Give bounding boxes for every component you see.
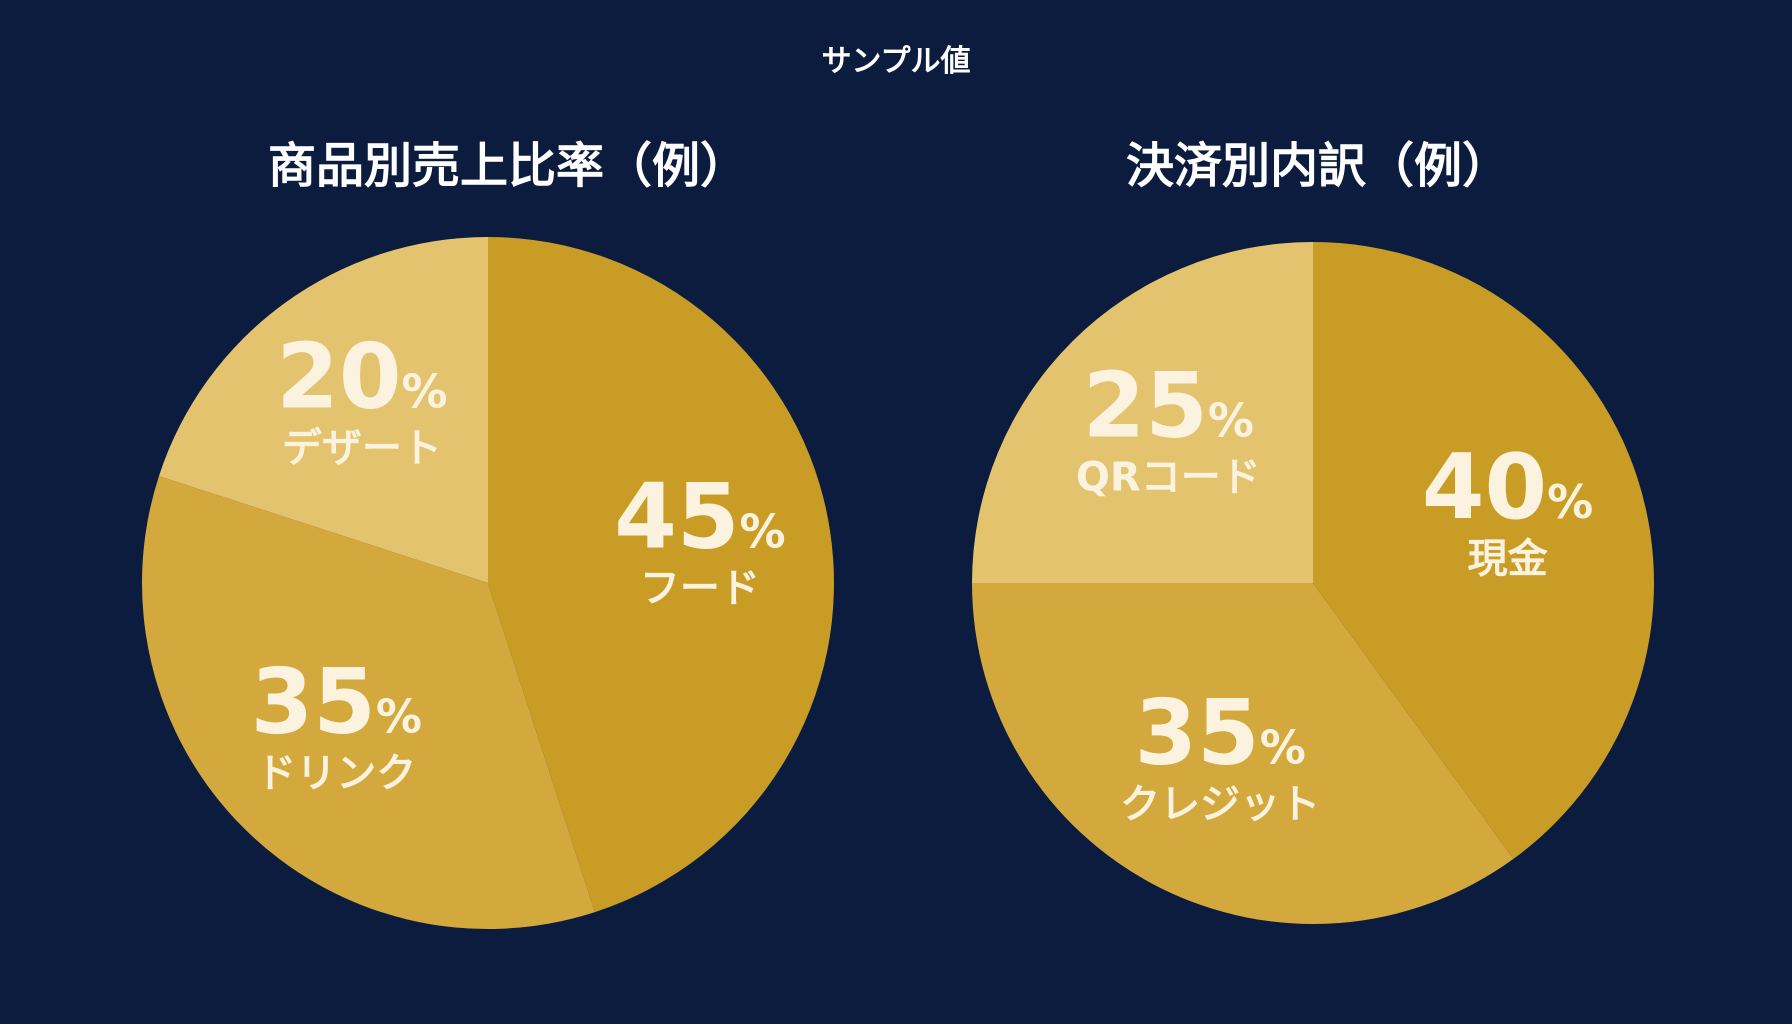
slice-value-label-product-1: 35% bbox=[251, 650, 422, 755]
chart-title-product-sales: 商品別売上比率（例） bbox=[268, 138, 748, 194]
slice-value-label-payment-1: 35% bbox=[1134, 680, 1305, 785]
pie-slice-payment-0 bbox=[1313, 242, 1655, 859]
pie-slice-payment-2 bbox=[972, 242, 1313, 583]
slice-category-label-payment-2: QRコード bbox=[1076, 454, 1261, 500]
slice-value-label-payment-0: 40% bbox=[1422, 435, 1593, 540]
pie-slice-product-0 bbox=[488, 237, 834, 913]
pie-slice-product-2 bbox=[158, 237, 488, 583]
slice-category-label-payment-0: 現金 bbox=[1468, 536, 1549, 582]
pie-slice-payment-1 bbox=[972, 583, 1514, 925]
payment-breakdown-pie-chart: 決済別内訳（例） 40%現金 35%クレジット 25%QRコード bbox=[972, 138, 1655, 925]
chart-title-payment-breakdown: 決済別内訳（例） bbox=[1126, 138, 1510, 194]
slice-category-label-product-2: デザート bbox=[282, 425, 442, 471]
slice-category-label-product-0: フード bbox=[640, 565, 760, 611]
slice-value-label-product-2: 20% bbox=[276, 324, 447, 429]
slice-category-label-payment-1: クレジット bbox=[1120, 781, 1320, 827]
product-sales-pie-chart: 商品別売上比率（例） 45%フード 35%ドリンク 20%デザート bbox=[141, 138, 834, 929]
slice-value-label-payment-2: 25% bbox=[1083, 353, 1254, 458]
sample-values-label: サンプル値 bbox=[821, 44, 971, 79]
slice-value-label-product-0: 45% bbox=[614, 464, 785, 569]
slice-category-label-product-1: ドリンク bbox=[256, 751, 416, 797]
pie-slice-product-1 bbox=[141, 476, 595, 929]
